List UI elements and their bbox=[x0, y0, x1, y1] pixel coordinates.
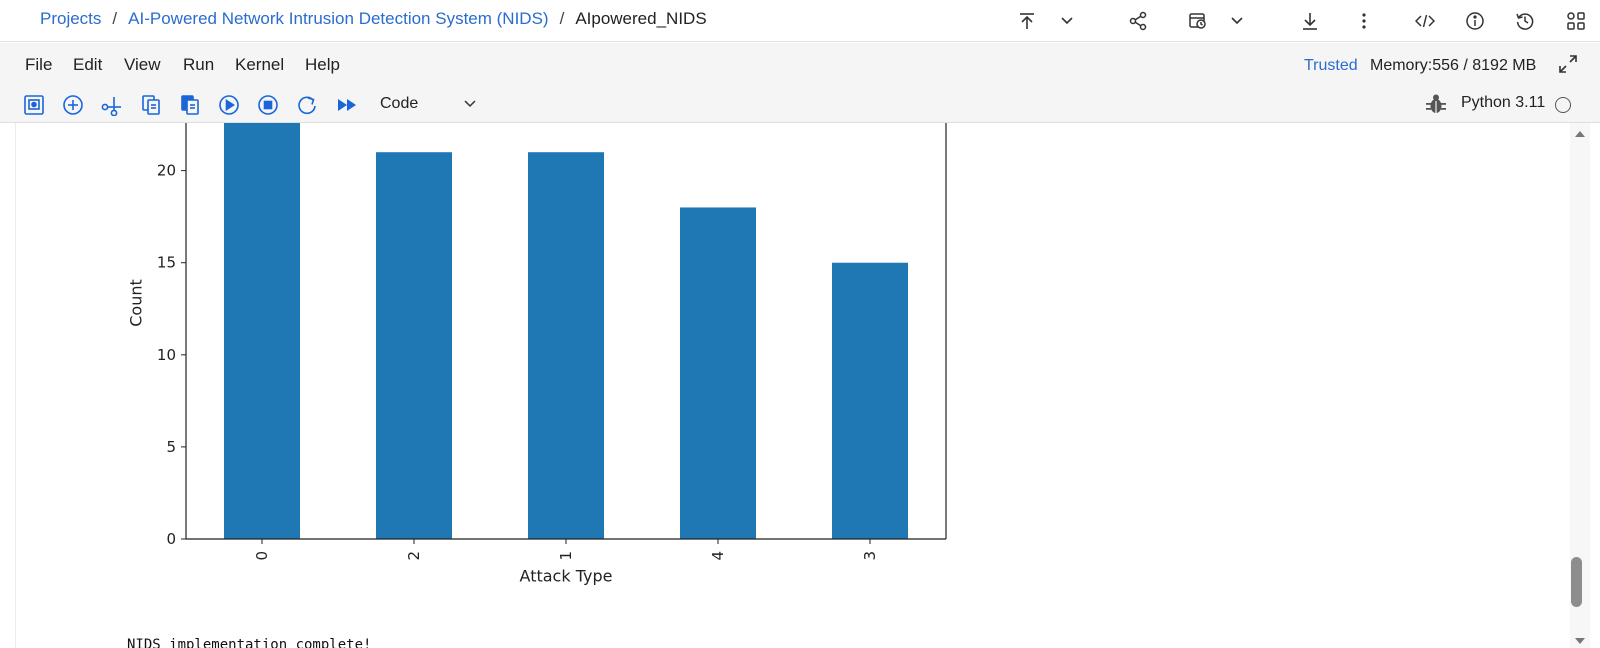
x-tick-label: 3 bbox=[861, 551, 879, 561]
breadcrumb-projects-link[interactable]: Projects bbox=[40, 9, 102, 28]
scrollbar-thumb[interactable] bbox=[1571, 557, 1582, 607]
menu-help[interactable]: Help bbox=[305, 55, 340, 74]
y-tick-label: 0 bbox=[166, 530, 176, 548]
save-icon[interactable] bbox=[21, 92, 47, 118]
scrollbar-track[interactable] bbox=[1570, 123, 1590, 648]
run-all-icon[interactable] bbox=[334, 92, 360, 118]
restart-kernel-icon[interactable] bbox=[294, 92, 320, 118]
expand-icon[interactable] bbox=[1556, 52, 1580, 76]
chevron-down-icon[interactable] bbox=[1223, 7, 1251, 35]
kernel-name[interactable]: Python 3.11 bbox=[1461, 94, 1546, 111]
history-icon[interactable] bbox=[1511, 7, 1539, 35]
menu-file[interactable]: File bbox=[25, 55, 53, 74]
notebook-output-area: 0 2 1 4 3 0 5 10 15 20 Attack Type Count NIDS imple… bbox=[15, 123, 1570, 648]
breadcrumb-project-link[interactable]: AI-Powered Network Intrusion Detection S… bbox=[128, 9, 549, 28]
chart-bar bbox=[376, 152, 452, 539]
chart-bar bbox=[680, 207, 756, 539]
y-tick-label: 10 bbox=[157, 346, 176, 364]
cell-type-select[interactable]: Code bbox=[378, 92, 480, 116]
scroll-down-icon[interactable] bbox=[1570, 634, 1590, 648]
menu-kernel[interactable]: Kernel bbox=[235, 55, 285, 74]
x-tick-label: 1 bbox=[557, 551, 575, 561]
chart-bar bbox=[224, 123, 300, 540]
download-icon[interactable] bbox=[1296, 7, 1324, 35]
more-vertical-icon[interactable] bbox=[1350, 7, 1378, 35]
chevron-down-icon bbox=[462, 96, 478, 117]
code-icon[interactable] bbox=[1411, 7, 1439, 35]
kernel-status-icon bbox=[1555, 97, 1571, 113]
breadcrumb-notebook-name: AIpowered_NIDS bbox=[575, 9, 707, 28]
y-tick-label: 5 bbox=[166, 438, 176, 456]
y-tick-label: 15 bbox=[157, 254, 176, 272]
output-text: NIDS implementation complete! bbox=[127, 637, 372, 648]
debugger-icon[interactable] bbox=[1424, 92, 1448, 116]
menu-run[interactable]: Run bbox=[183, 55, 215, 74]
x-tick-label: 2 bbox=[405, 551, 423, 561]
y-axis-label: Count bbox=[127, 279, 146, 327]
menu-view[interactable]: View bbox=[124, 55, 161, 74]
breadcrumb-separator: / bbox=[559, 9, 565, 28]
memory-usage: Memory:556 / 8192 MB bbox=[1370, 57, 1537, 74]
cut-icon[interactable] bbox=[99, 92, 125, 118]
x-tick-label: 0 bbox=[253, 551, 271, 561]
run-cell-icon[interactable] bbox=[216, 92, 242, 118]
apps-icon[interactable] bbox=[1562, 7, 1590, 35]
trusted-status[interactable]: Trusted bbox=[1304, 57, 1358, 74]
breadcrumb: Projects / AI-Powered Network Intrusion De… bbox=[40, 9, 707, 29]
bar-chart: 0 2 1 4 3 0 5 10 15 20 Attack Type Count bbox=[127, 123, 947, 586]
info-icon[interactable] bbox=[1461, 7, 1489, 35]
menu-bar: File Edit View Run Kernel Help Trusted M… bbox=[0, 43, 1600, 85]
breadcrumb-separator: / bbox=[112, 9, 118, 28]
scroll-up-icon[interactable] bbox=[1570, 126, 1590, 140]
cell-type-label: Code bbox=[380, 95, 419, 112]
notebook-toolbar: Code Python 3.11 bbox=[0, 85, 1600, 123]
y-tick-label: 20 bbox=[157, 162, 176, 180]
upload-icon[interactable] bbox=[1013, 7, 1041, 35]
schedule-icon[interactable] bbox=[1184, 7, 1212, 35]
share-icon[interactable] bbox=[1124, 7, 1152, 35]
menu-edit[interactable]: Edit bbox=[73, 55, 103, 74]
stop-kernel-icon[interactable] bbox=[255, 92, 281, 118]
add-cell-icon[interactable] bbox=[60, 92, 86, 118]
top-bar: Projects / AI-Powered Network Intrusion De… bbox=[0, 0, 1600, 42]
x-tick-label: 4 bbox=[709, 551, 727, 561]
x-axis-label: Attack Type bbox=[520, 567, 613, 586]
paste-icon[interactable] bbox=[177, 92, 203, 118]
chart-bar bbox=[832, 262, 908, 539]
chart-bar bbox=[528, 152, 604, 539]
copy-icon[interactable] bbox=[138, 92, 164, 118]
chevron-down-icon[interactable] bbox=[1053, 7, 1081, 35]
